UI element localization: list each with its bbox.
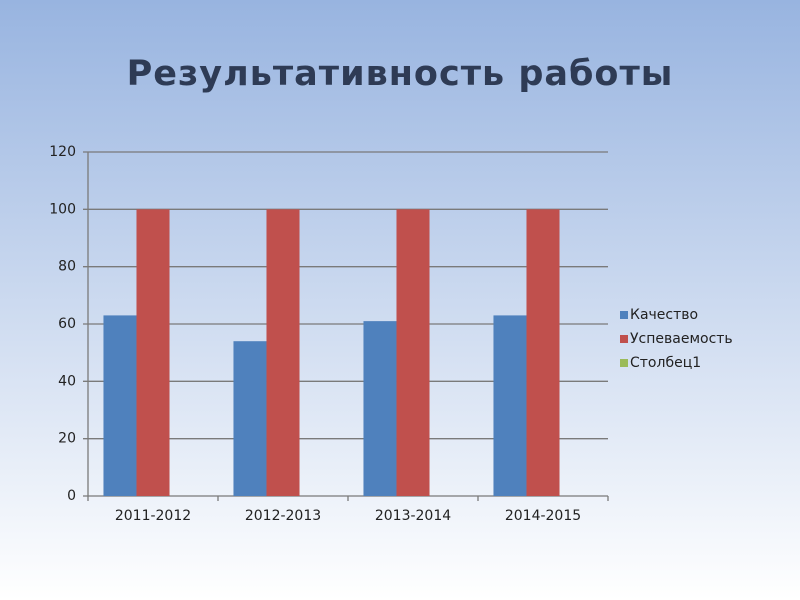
chart-title: Результативность работы xyxy=(127,54,674,94)
y-tick-label: 120 xyxy=(49,144,76,160)
bar xyxy=(233,341,267,496)
legend-label: Качество xyxy=(630,307,698,323)
legend-swatch xyxy=(620,335,628,343)
y-tick-label: 0 xyxy=(67,488,76,504)
x-tick-label: 2013-2014 xyxy=(375,508,451,524)
y-tick-label: 80 xyxy=(58,259,76,275)
bar xyxy=(103,315,137,496)
legend-swatch xyxy=(620,359,628,367)
bar xyxy=(526,209,560,497)
legend-label: Успеваемость xyxy=(630,331,733,347)
legend-label: Столбец1 xyxy=(630,355,701,371)
y-tick-label: 20 xyxy=(58,431,76,447)
y-tick-label: 60 xyxy=(58,316,76,332)
bar xyxy=(363,321,397,496)
x-tick-label: 2011-2012 xyxy=(115,508,191,524)
x-tick-label: 2014-2015 xyxy=(505,508,581,524)
x-tick-label: 2012-2013 xyxy=(245,508,321,524)
y-tick-label: 40 xyxy=(58,373,76,389)
y-tick-label: 100 xyxy=(49,201,76,217)
bar xyxy=(266,209,300,497)
bar xyxy=(396,209,430,497)
legend-swatch xyxy=(620,311,628,319)
bar xyxy=(493,315,527,496)
bar xyxy=(136,209,170,497)
